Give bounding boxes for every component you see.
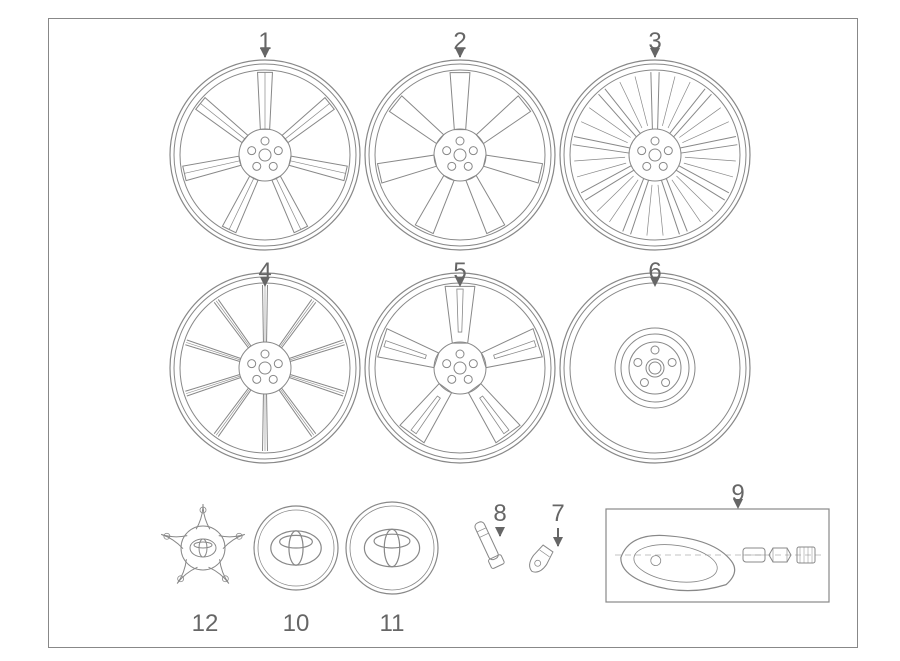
- wheel-2: [360, 55, 560, 255]
- tpms-sensor: [605, 508, 830, 603]
- wheel-5: [360, 268, 560, 468]
- label-11: 11: [380, 610, 405, 638]
- center-cap-12: [153, 498, 253, 598]
- label-10: 10: [283, 610, 310, 638]
- wheel-6: [555, 268, 755, 468]
- arrow-2: [459, 56, 461, 57]
- arrow-1: [264, 56, 266, 57]
- arrow-3: [654, 56, 656, 57]
- label-12: 12: [192, 610, 219, 638]
- wheel-4: [165, 268, 365, 468]
- arrow-7: [557, 528, 559, 546]
- valve-stem: [460, 513, 520, 583]
- center-cap-10: [246, 498, 346, 598]
- label-7: 7: [551, 500, 564, 528]
- label-8: 8: [493, 500, 506, 528]
- diagram-container: 1 2 3 4 5 6 12 10 11 8 7 9: [0, 0, 900, 661]
- center-cap-11: [342, 498, 442, 598]
- arrow-8: [499, 528, 501, 536]
- wheel-3: [555, 55, 755, 255]
- wheel-1: [165, 55, 365, 255]
